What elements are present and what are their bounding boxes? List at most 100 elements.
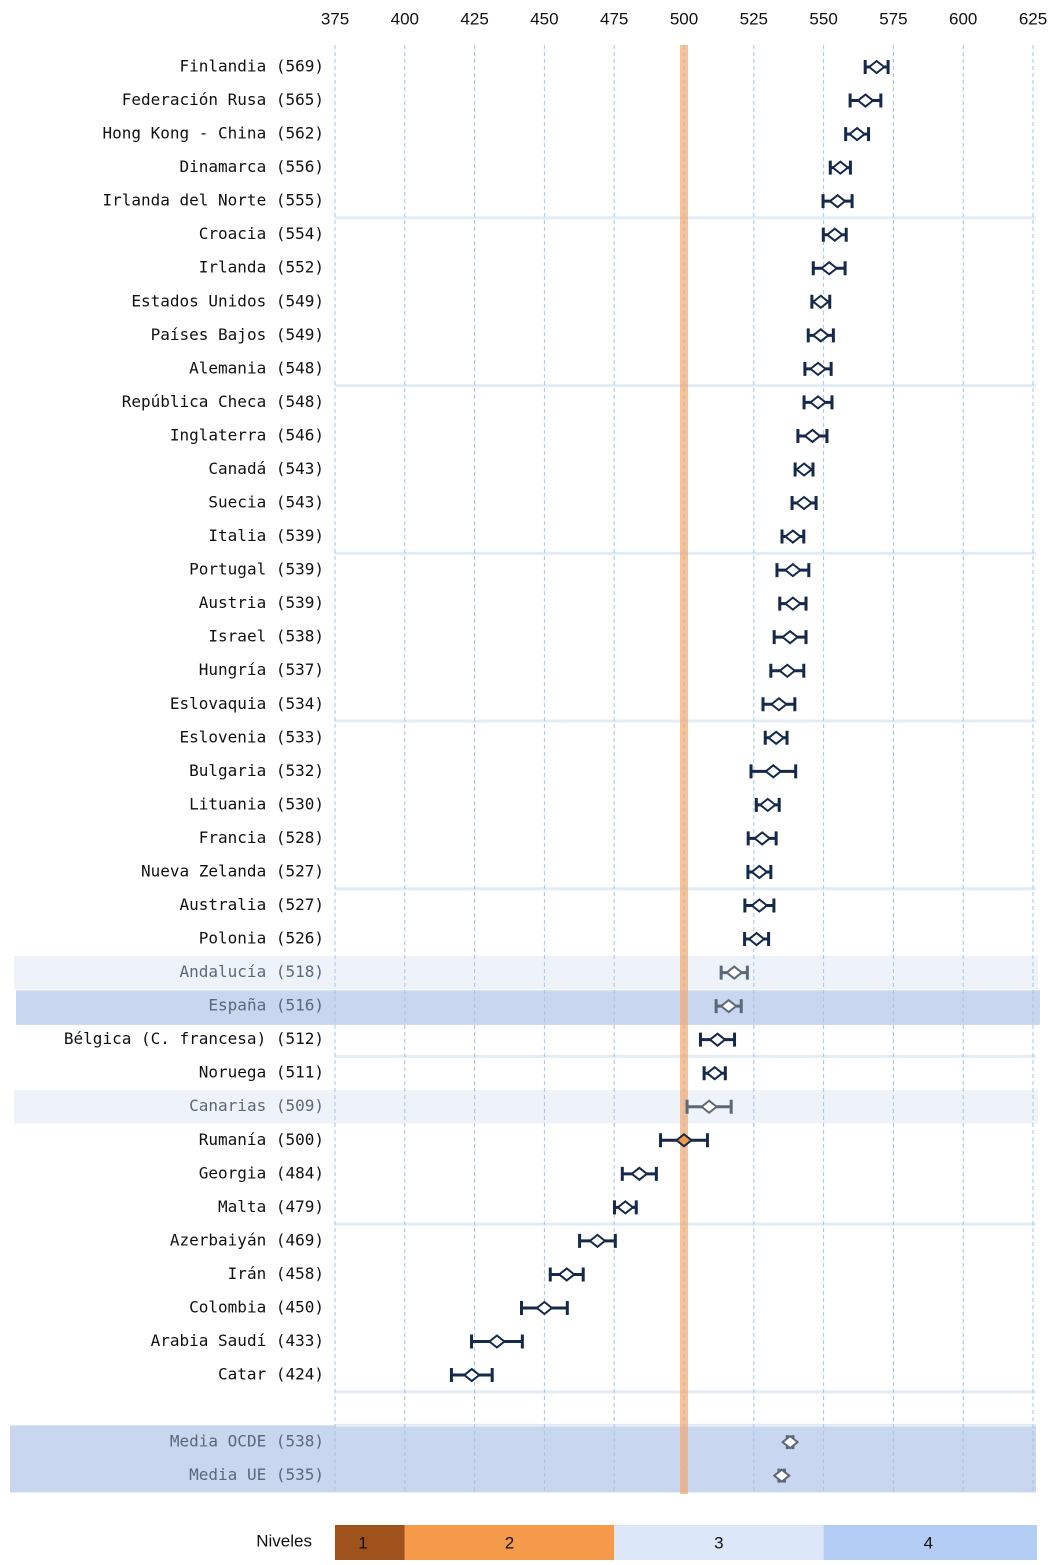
- marker: [808, 395, 828, 410]
- marker: [630, 1166, 649, 1182]
- row-label: Alemania (548): [189, 358, 324, 377]
- row-label: Estados Unidos (549): [131, 291, 324, 310]
- row-label: Lituania (530): [189, 794, 324, 813]
- row-label: Croacia (554): [199, 224, 324, 243]
- marker: [780, 1434, 800, 1450]
- reference-band: [680, 45, 688, 1494]
- x-tick-label: 625: [1019, 9, 1047, 28]
- marker: [783, 596, 802, 611]
- x-tick-label: 425: [460, 9, 488, 28]
- marker: [588, 1233, 607, 1249]
- row-label: Canarias (509): [189, 1096, 324, 1115]
- row-label: Italia (539): [208, 526, 324, 545]
- legend-title: Niveles: [256, 1531, 312, 1550]
- row-label: Media UE (535): [189, 1465, 324, 1484]
- row-label: Media OCDE (538): [170, 1432, 324, 1451]
- marker: [769, 696, 789, 712]
- row-label: Inglaterra (546): [170, 425, 324, 444]
- level-segment: [823, 1525, 1037, 1560]
- marker: [783, 529, 802, 544]
- level-label: 3: [714, 1533, 723, 1552]
- row-label: Andalucía (518): [180, 962, 325, 981]
- row-label: Eslovaquia (534): [170, 694, 324, 713]
- x-tick-label: 600: [949, 9, 977, 28]
- row-label: Israel (538): [208, 627, 324, 646]
- marker: [758, 797, 777, 813]
- row-highlight: [14, 955, 1038, 990]
- marker: [811, 328, 830, 343]
- marker: [557, 1267, 576, 1282]
- row-label: Hong Kong - China (562): [102, 124, 324, 143]
- row-label: Irán (458): [228, 1264, 324, 1283]
- row-label: Colombia (450): [189, 1297, 324, 1316]
- row-label: Francia (528): [199, 828, 324, 847]
- row-label: España (516): [208, 996, 324, 1015]
- level-segment: [335, 1525, 405, 1560]
- x-tick-label: 525: [740, 9, 768, 28]
- row-label: Hungría (537): [199, 660, 324, 679]
- x-tick-label: 375: [321, 9, 349, 28]
- marker: [780, 629, 800, 645]
- marker: [750, 864, 769, 880]
- row-label: Rumanía (500): [199, 1130, 324, 1149]
- row-label: Bulgaria (532): [189, 761, 324, 780]
- x-tick-label: 400: [391, 9, 419, 28]
- marker: [856, 93, 875, 108]
- marker: [794, 462, 814, 477]
- marker: [772, 1468, 791, 1483]
- marker: [831, 160, 850, 175]
- x-tick-label: 550: [809, 9, 837, 28]
- row-label: Finlandia (569): [180, 57, 325, 76]
- marker: [867, 59, 886, 75]
- marker: [803, 428, 822, 444]
- row-label: Catar (424): [218, 1365, 324, 1384]
- marker: [462, 1367, 481, 1383]
- marker: [487, 1334, 507, 1349]
- marker: [750, 898, 769, 913]
- marker: [725, 965, 744, 980]
- marker: [764, 764, 783, 779]
- level-label: 4: [924, 1533, 933, 1552]
- row-label: Nueva Zelanda (527): [141, 861, 324, 880]
- row-label: Arabia Saudí (433): [151, 1331, 324, 1350]
- row-label: Eslovenia (533): [180, 727, 325, 746]
- row-label: Canadá (543): [208, 459, 324, 478]
- row-label: Georgia (484): [199, 1163, 324, 1182]
- marker: [811, 294, 830, 310]
- marker: [535, 1300, 554, 1316]
- level-segment: [614, 1525, 824, 1560]
- row-label: Azerbaiyán (469): [170, 1230, 324, 1249]
- x-tick-label: 450: [530, 9, 558, 28]
- row-highlight: [16, 990, 1040, 1025]
- row-label: Australia (527): [180, 895, 325, 914]
- marker: [719, 998, 738, 1014]
- marker: [848, 126, 867, 142]
- x-tick-label: 575: [879, 9, 907, 28]
- row-label: Irlanda (552): [199, 258, 324, 277]
- level-label: 2: [505, 1533, 514, 1552]
- row-label: Irlanda del Norte (555): [102, 191, 324, 210]
- marker: [747, 931, 766, 947]
- row-label: Portugal (539): [189, 560, 324, 579]
- marker: [700, 1099, 719, 1115]
- row-label: Dinamarca (556): [180, 157, 325, 176]
- row-label: Polonia (526): [199, 929, 324, 948]
- row-label: Suecia (543): [208, 493, 324, 512]
- marker: [674, 1132, 694, 1148]
- marker: [753, 831, 772, 846]
- marker: [794, 495, 814, 511]
- row-label: Malta (479): [218, 1197, 324, 1216]
- row-highlight: [14, 1089, 1038, 1124]
- marker: [808, 361, 828, 377]
- marker: [783, 562, 802, 578]
- marker: [778, 663, 797, 679]
- marker: [767, 730, 786, 746]
- x-tick-label: 475: [600, 9, 628, 28]
- level-label: 1: [358, 1533, 367, 1552]
- averages-band: [10, 1425, 1036, 1493]
- marker: [616, 1200, 635, 1215]
- marker: [828, 193, 847, 209]
- level-segment: [404, 1525, 615, 1560]
- row-label: Países Bajos (549): [151, 325, 324, 344]
